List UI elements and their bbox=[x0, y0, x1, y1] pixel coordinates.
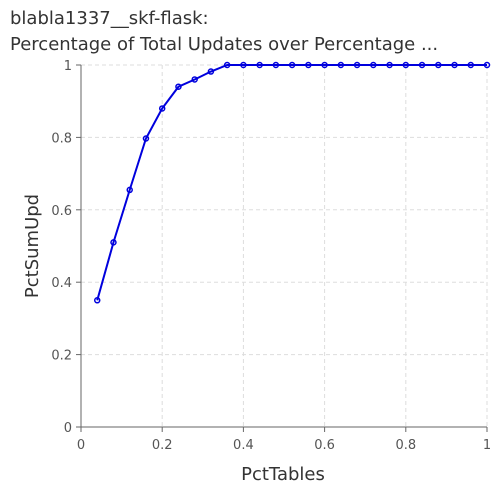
data-point bbox=[142, 135, 150, 142]
grid-lines bbox=[81, 64, 488, 427]
x-axis-label: PctTables bbox=[241, 464, 325, 485]
data-point bbox=[305, 61, 312, 69]
data-point bbox=[337, 61, 345, 69]
y-tick-label: 0.2 bbox=[51, 349, 72, 364]
x-tick-label: 0.6 bbox=[314, 438, 335, 453]
data-point bbox=[256, 61, 263, 69]
tick-labels: 0 0.2 0.4 0.6 0.8 1 0 0.2 0.4 0.6 0.8 1 bbox=[51, 59, 491, 453]
y-axis-label: PctSumUpd bbox=[22, 194, 43, 298]
data-point bbox=[93, 297, 101, 304]
y-tick-label: 1 bbox=[64, 59, 72, 74]
chart-title-line-2: Percentage of Total Updates over Percent… bbox=[10, 34, 439, 55]
data-point bbox=[451, 61, 458, 69]
x-tick-label: 0.8 bbox=[395, 438, 416, 453]
series-line bbox=[96, 64, 487, 301]
data-point bbox=[223, 61, 231, 69]
y-tick-label: 0.8 bbox=[51, 131, 72, 146]
data-point bbox=[402, 61, 410, 69]
x-tick-label: 0.2 bbox=[152, 438, 173, 453]
data-point bbox=[467, 61, 475, 69]
y-tick-label: 0.6 bbox=[51, 204, 72, 219]
x-tick-label: 0 bbox=[77, 438, 85, 453]
data-point bbox=[207, 68, 215, 75]
x-tick-label: 0.4 bbox=[233, 438, 254, 453]
y-tick-label: 0 bbox=[64, 421, 72, 436]
data-point bbox=[435, 61, 442, 69]
data-point bbox=[272, 61, 280, 69]
data-point bbox=[240, 61, 247, 69]
y-tick-label: 0.4 bbox=[51, 276, 72, 291]
data-point bbox=[110, 239, 117, 246]
data-point bbox=[353, 61, 361, 69]
chart-title-line-1: blabla1337__skf-flask: bbox=[10, 8, 209, 29]
data-point bbox=[370, 61, 377, 69]
series-layer bbox=[93, 61, 491, 304]
data-point bbox=[175, 83, 182, 90]
data-point bbox=[158, 105, 166, 112]
data-point bbox=[483, 61, 491, 69]
data-point bbox=[191, 76, 198, 83]
data-point bbox=[386, 61, 393, 69]
data-point bbox=[418, 61, 426, 69]
data-point bbox=[126, 186, 133, 194]
data-point bbox=[288, 61, 296, 69]
x-tick-label: 1 bbox=[483, 438, 491, 453]
axes bbox=[76, 64, 488, 432]
data-point bbox=[321, 61, 328, 69]
